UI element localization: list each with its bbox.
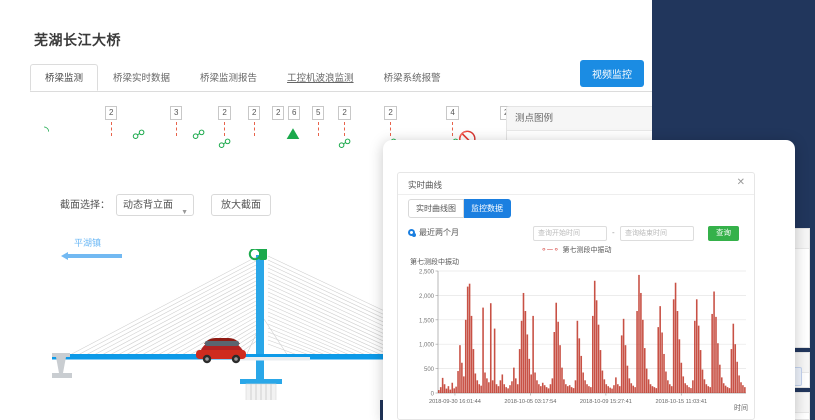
pier-cap xyxy=(240,379,282,384)
sensor-group-2-icon[interactable]: ☍ xyxy=(192,128,205,142)
start-time-input[interactable]: 查询开始时间 xyxy=(533,226,607,241)
sensor-group-5[interactable]: 2 xyxy=(272,102,285,120)
sensor-group-bridge-icon[interactable]: ⛰ xyxy=(272,126,314,143)
section-selector-dropdown[interactable]: 动态背立面 ▼ xyxy=(116,194,194,216)
bridge-sensor-icon[interactable]: ⛰ xyxy=(286,126,300,143)
sensor-dash-line xyxy=(344,122,346,136)
modal-content: 实时曲线 ✕ 实时曲线图 监控数据 最近两个月 查询开始时间 - 查询结束时间 … xyxy=(397,172,755,420)
sensor-dash-line xyxy=(110,122,112,136)
sensor-group-1[interactable]: 2 xyxy=(105,102,118,137)
deck-segment xyxy=(240,357,310,361)
sensor-dash-line xyxy=(452,122,454,136)
sensor-group-4[interactable]: 2 xyxy=(248,102,261,137)
town-label: 平湖镇 xyxy=(74,238,102,248)
svg-text:1,000: 1,000 xyxy=(419,343,435,349)
svg-text:2,000: 2,000 xyxy=(419,294,435,300)
sensor-group-anchor[interactable]: ◝ xyxy=(44,124,49,138)
close-icon[interactable]: ✕ xyxy=(736,177,745,188)
legend-title: 测点图例 xyxy=(507,107,652,131)
recent-two-months-radio[interactable]: 最近两个月 xyxy=(408,225,459,241)
sensor-count-badge: 2 xyxy=(248,106,261,120)
chart-svg: 0 500 1,000 1,500 2,000 2,500 2018-09-30 16:01… xyxy=(419,270,746,405)
zoom-section-button[interactable]: 放大截面 xyxy=(211,194,271,216)
section-selector-value: 动态背立面 xyxy=(123,200,173,211)
tab-monitor-report[interactable]: 桥梁监测报告 xyxy=(200,73,258,84)
svg-text:2018-09-30 16:01:44: 2018-09-30 16:01:44 xyxy=(429,399,481,405)
direction-arrow-icon xyxy=(61,252,122,260)
chart-legend[interactable]: ⚬─⚬ 第七测段中振动 xyxy=(398,245,754,255)
sensor-count-badge: 2 xyxy=(384,106,397,120)
tab-wave-monitoring[interactable]: 工控机波浪监测 xyxy=(287,73,354,84)
sensor-count-badge: 2 xyxy=(272,106,285,120)
sensor-group-7[interactable]: 5 xyxy=(312,102,325,137)
sensor-count-badge: 2 xyxy=(338,106,351,120)
x-axis-label: 时间 xyxy=(734,405,748,412)
legend-marker-icon: ⚬─⚬ xyxy=(540,245,560,254)
sensor-dash-line xyxy=(175,122,177,136)
tab-system-alarm[interactable]: 桥梁系统报警 xyxy=(383,73,441,84)
svg-text:0: 0 xyxy=(431,392,435,398)
bridge-deck xyxy=(52,354,622,360)
modal-title: 实时曲线 xyxy=(408,180,443,190)
cable-stays-left xyxy=(67,255,259,357)
sensor-count-badge: 5 xyxy=(312,106,325,120)
end-time-input[interactable]: 查询结束时间 xyxy=(620,226,694,241)
sensor-strip: ◝ 2 ☍ 3 ☍ 2 ☍ 2 xyxy=(20,102,652,152)
svg-text:2018-10-05 03:17:54: 2018-10-05 03:17:54 xyxy=(504,399,556,405)
bridge-tower xyxy=(256,255,264,379)
sensor-dash-line xyxy=(390,122,392,136)
sensor-dash-line xyxy=(224,122,226,136)
tab-monitor-data[interactable]: 监控数据 xyxy=(464,199,511,218)
pier-sensor-icon[interactable]: ☍ xyxy=(338,136,352,151)
modal-tabbar: 实时曲线图 监控数据 xyxy=(408,199,511,218)
sensor-group-1-icon[interactable]: ☍ xyxy=(132,128,145,142)
anchor-sensor-icon[interactable]: ◝ xyxy=(44,123,50,138)
tab-realtime-data[interactable]: 桥梁实时数据 xyxy=(113,73,171,84)
sensor-count-badge: 2 xyxy=(105,106,118,120)
time-range-separator: - xyxy=(612,228,615,237)
radio-indicator xyxy=(408,229,416,237)
pier-sensor-icon[interactable]: ☍ xyxy=(132,127,146,142)
modal-header: 实时曲线 ✕ xyxy=(398,173,754,195)
sensor-count-badge: 4 xyxy=(446,106,459,120)
svg-text:500: 500 xyxy=(424,367,435,373)
vibration-bar-chart: 0 500 1,000 1,500 2,000 2,500 2018-09-30 16:01… xyxy=(404,265,752,415)
sensor-count-badge: 6 xyxy=(288,106,301,120)
svg-text:2,500: 2,500 xyxy=(419,270,435,276)
sensor-dash-line xyxy=(253,122,255,136)
sensor-group-6[interactable]: 6 xyxy=(288,102,301,120)
car-icon xyxy=(196,338,246,364)
main-tabbar: 桥梁监测 桥梁实时数据 桥梁监测报告 工控机波浪监测 桥梁系统报警 xyxy=(30,64,652,92)
radio-label: 最近两个月 xyxy=(419,228,459,237)
video-monitor-button[interactable]: 视频监控 xyxy=(580,60,644,87)
query-button[interactable]: 查询 xyxy=(708,226,739,241)
query-filter-row: 最近两个月 查询开始时间 - 查询结束时间 查询 xyxy=(408,225,746,243)
pier-foundation xyxy=(245,383,277,400)
svg-text:2018-10-15 11:03:41: 2018-10-15 11:03:41 xyxy=(656,399,708,405)
pier-sensor-icon[interactable]: ☍ xyxy=(192,127,206,142)
chart-title: 第七测段中振动 xyxy=(410,259,459,266)
abutment-left xyxy=(52,353,72,378)
sensor-count-badge: 3 xyxy=(170,106,183,120)
section-selector-row: 截面选择： 动态背立面 ▼ 放大截面 xyxy=(60,194,271,218)
tower-sensor-icon xyxy=(248,249,267,261)
sensor-group-2[interactable]: 3 xyxy=(170,102,183,137)
realtime-curve-modal: 实时曲线 ✕ 实时曲线图 监控数据 最近两个月 查询开始时间 - 查询结束时间 … xyxy=(383,140,795,420)
pier-sensor-icon[interactable]: ☍ xyxy=(218,136,232,151)
section-selector-label: 截面选择： xyxy=(60,200,110,211)
sensor-group-8[interactable]: 2 ☍ xyxy=(338,102,351,151)
sensor-count-badge: 2 xyxy=(218,106,231,120)
sensor-group-3[interactable]: 2 ☍ xyxy=(218,102,231,151)
chevron-down-icon: ▼ xyxy=(181,209,188,216)
tab-realtime-curve-chart[interactable]: 实时曲线图 xyxy=(408,199,464,218)
svg-text:2018-10-09 15:27:41: 2018-10-09 15:27:41 xyxy=(580,399,632,405)
svg-text:1,500: 1,500 xyxy=(419,318,435,324)
sensor-dash-line xyxy=(317,122,319,136)
tab-bridge-monitoring[interactable]: 桥梁监测 xyxy=(30,64,99,91)
legend-label: 第七测段中振动 xyxy=(562,247,612,254)
page-title: 芜湖长江大桥 xyxy=(34,32,121,48)
